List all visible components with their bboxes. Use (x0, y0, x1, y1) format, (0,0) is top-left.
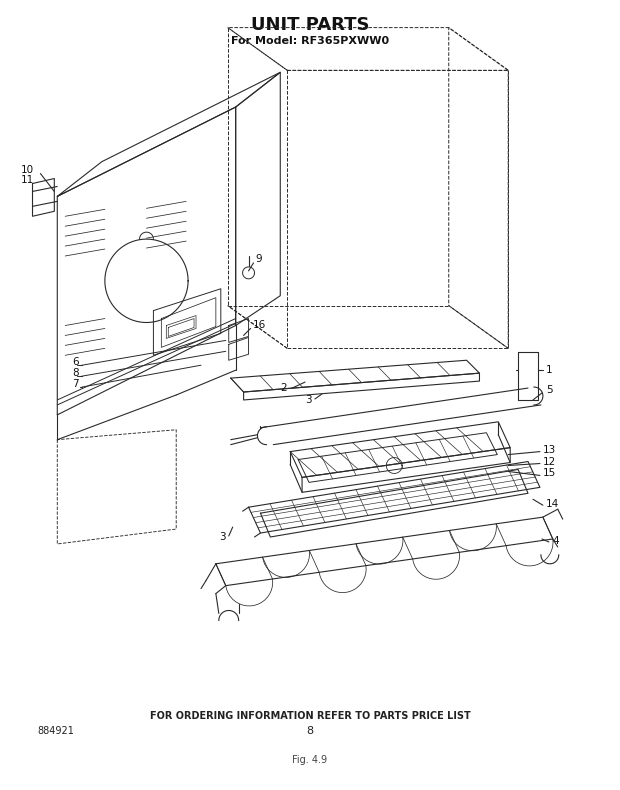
Text: Fig. 4.9: Fig. 4.9 (293, 755, 327, 766)
Text: 8: 8 (72, 368, 79, 378)
Text: 16: 16 (252, 321, 266, 330)
Text: 14: 14 (546, 499, 559, 510)
Text: 3: 3 (305, 395, 312, 405)
Text: 10: 10 (20, 164, 33, 175)
Text: For Model: RF365PXWW0: For Model: RF365PXWW0 (231, 36, 389, 46)
Text: 4: 4 (553, 536, 559, 546)
Text: 13: 13 (543, 445, 556, 454)
Text: 5: 5 (546, 385, 552, 395)
Text: 9: 9 (255, 254, 262, 264)
Text: UNIT PARTS: UNIT PARTS (250, 16, 370, 34)
Text: 2: 2 (280, 383, 287, 393)
Text: 1: 1 (546, 365, 552, 375)
Text: 11: 11 (20, 175, 34, 185)
Text: 3: 3 (219, 532, 226, 542)
Text: 15: 15 (543, 468, 556, 479)
Text: 12: 12 (543, 457, 556, 467)
Text: 7: 7 (72, 379, 79, 389)
Text: 884921: 884921 (37, 726, 74, 735)
Text: FOR ORDERING INFORMATION REFER TO PARTS PRICE LIST: FOR ORDERING INFORMATION REFER TO PARTS … (149, 711, 471, 720)
Text: 6: 6 (72, 357, 79, 367)
Text: 8: 8 (306, 726, 314, 735)
